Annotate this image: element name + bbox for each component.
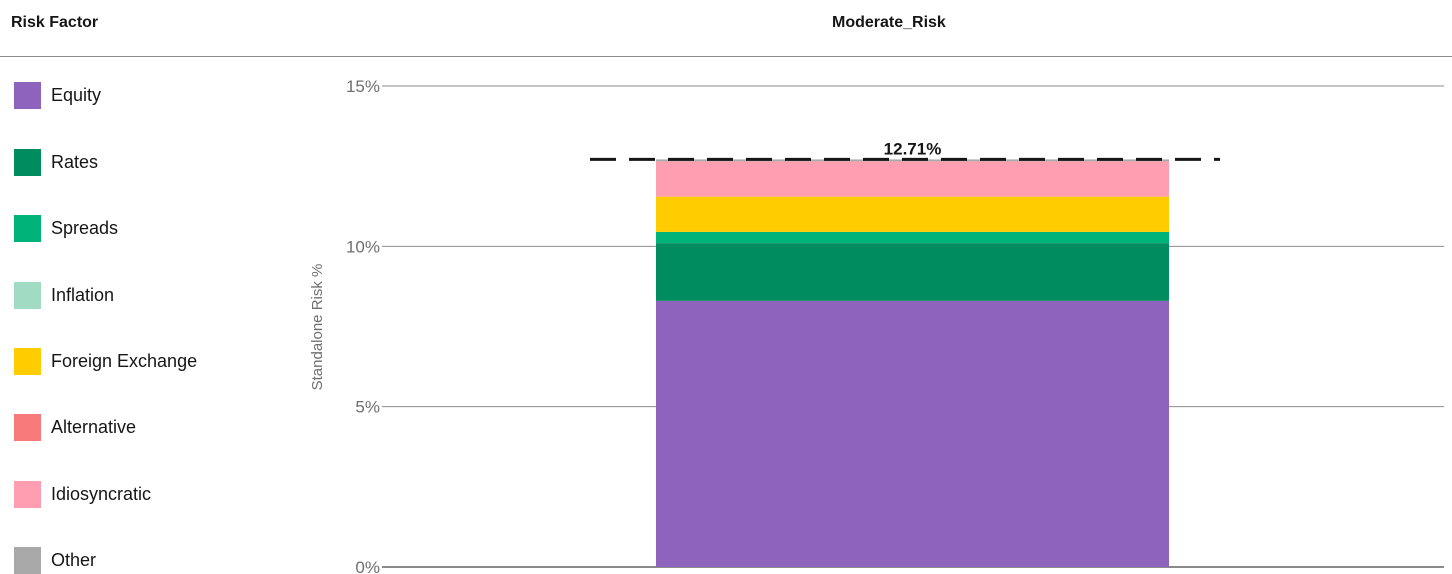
legend-label-idiosyncratic: Idiosyncratic [51, 483, 152, 504]
legend-swatch-spreads [14, 214, 41, 242]
legend-item-idiosyncratic[interactable]: Idiosyncratic [14, 480, 151, 508]
legend-label-foreign-exchange: Foreign Exchange [51, 350, 198, 371]
legend: Equity Rates Spreads Inflation Foreign E… [14, 0, 294, 574]
legend-item-other[interactable]: Other [14, 546, 96, 574]
bar-segment-foreign-exchange[interactable] [656, 196, 1169, 232]
legend-swatch-equity [14, 81, 41, 109]
header-divider [0, 56, 1452, 57]
y-axis-ticks: 0% 5% 10% 15% [346, 77, 380, 573]
chart-title: Moderate_Risk [832, 14, 946, 31]
legend-item-alternative[interactable]: Alternative [14, 413, 136, 441]
bar-segments [656, 159, 1169, 567]
y-axis-label: Standalone Risk % [309, 264, 326, 391]
y-tick-label: 10% [346, 237, 380, 256]
total-label: 12.71% [884, 139, 942, 158]
legend-label-rates: Rates [51, 151, 99, 172]
legend-swatch-alternative [14, 413, 41, 441]
legend-label-spreads: Spreads [51, 217, 119, 238]
legend-item-equity[interactable]: Equity [14, 81, 101, 109]
legend-swatch-other [14, 546, 41, 574]
legend-swatch-inflation [14, 281, 41, 309]
bar-segment-idiosyncratic[interactable] [656, 161, 1169, 197]
legend-item-rates[interactable]: Rates [14, 148, 98, 176]
y-tick-label: 5% [355, 398, 380, 417]
legend-label-equity: Equity [51, 84, 102, 105]
legend-label-inflation: Inflation [51, 284, 115, 305]
legend-swatch-foreign-exchange [14, 347, 41, 375]
legend-swatch-idiosyncratic [14, 480, 41, 508]
legend-item-foreign-exchange[interactable]: Foreign Exchange [14, 347, 197, 375]
y-tick-label: 0% [355, 558, 380, 573]
bar-segment-spreads[interactable] [656, 231, 1169, 244]
legend-title: Risk Factor [11, 14, 99, 31]
legend-swatch-rates [14, 148, 41, 176]
legend-label-other: Other [51, 549, 97, 570]
legend-label-alternative: Alternative [51, 416, 137, 437]
legend-item-inflation[interactable]: Inflation [14, 281, 114, 309]
y-tick-label: 15% [346, 77, 380, 96]
legend-item-spreads[interactable]: Spreads [14, 214, 118, 242]
bar-segment-rates[interactable] [656, 243, 1169, 301]
bar-segment-equity[interactable] [656, 300, 1169, 567]
